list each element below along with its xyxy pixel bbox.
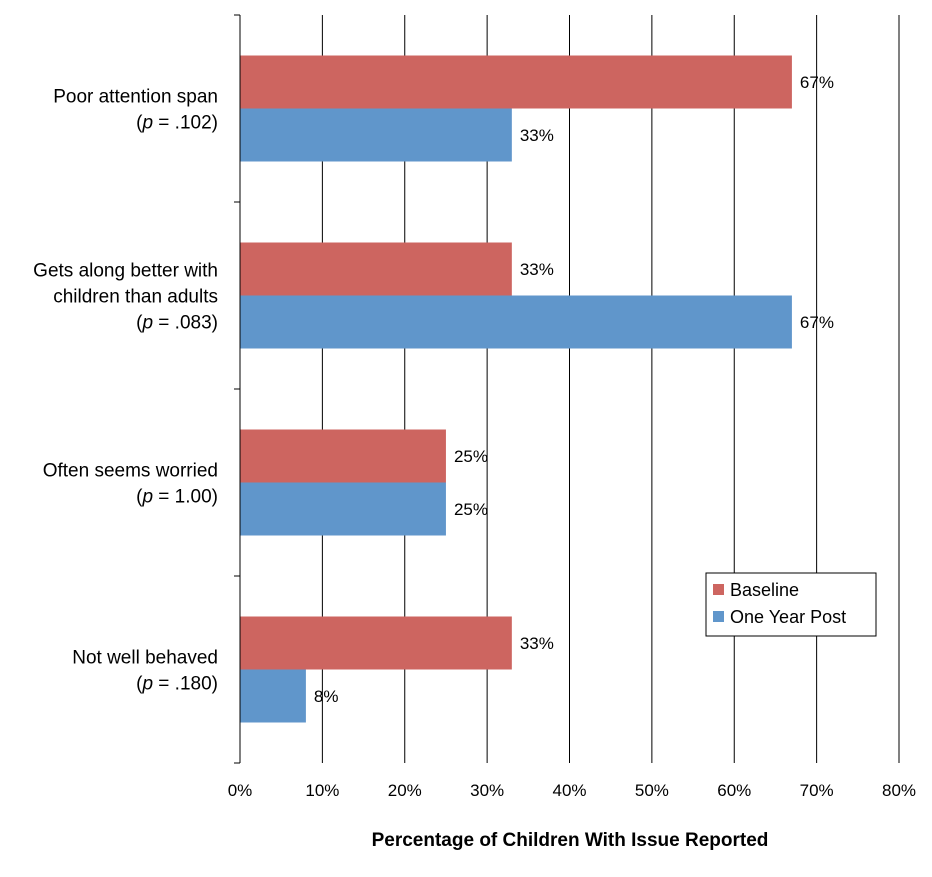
data-label: 8% <box>314 687 339 706</box>
x-tick-label: 70% <box>800 781 834 800</box>
bars <box>240 55 792 723</box>
data-label: 67% <box>800 73 834 92</box>
bar <box>240 429 446 483</box>
legend-swatch <box>713 611 724 622</box>
bar <box>240 242 512 296</box>
x-tick-label: 60% <box>717 781 751 800</box>
bar <box>240 108 512 162</box>
x-tick-label: 50% <box>635 781 669 800</box>
bar <box>240 295 792 349</box>
data-label: 33% <box>520 634 554 653</box>
x-axis-title: Percentage of Children With Issue Report… <box>372 830 769 851</box>
category-label: Gets along better with children than adul… <box>33 261 218 334</box>
data-label: 25% <box>454 447 488 466</box>
data-label: 67% <box>800 313 834 332</box>
x-tick-label: 20% <box>388 781 422 800</box>
x-tick-label: 30% <box>470 781 504 800</box>
bar <box>240 55 792 109</box>
bar <box>240 616 512 670</box>
axes: 0% 10% 20% 30% 40% 50% 60% 70% 80% <box>228 14 916 800</box>
legend-label: One Year Post <box>730 607 846 627</box>
bar <box>240 669 306 723</box>
x-tick-label: 40% <box>552 781 586 800</box>
bar <box>240 482 446 536</box>
data-label: 25% <box>454 500 488 519</box>
data-label: 33% <box>520 126 554 145</box>
legend-swatch <box>713 584 724 595</box>
x-tick-label: 0% <box>228 781 253 800</box>
legend: Baseline One Year Post <box>705 572 877 637</box>
legend-label: Baseline <box>730 580 799 600</box>
category-label: Not well behaved (p = .180) <box>72 648 218 695</box>
legend-box <box>705 572 877 637</box>
data-label: 33% <box>520 260 554 279</box>
category-label: Poor attention span (p = .102) <box>53 87 218 134</box>
x-tick-label: 10% <box>305 781 339 800</box>
category-label: Often seems worried (p = 1.00) <box>43 461 218 508</box>
x-tick-label: 80% <box>882 781 916 800</box>
labels: 67% 33% Poor attention span (p = .102) 33% 67… <box>33 73 834 706</box>
